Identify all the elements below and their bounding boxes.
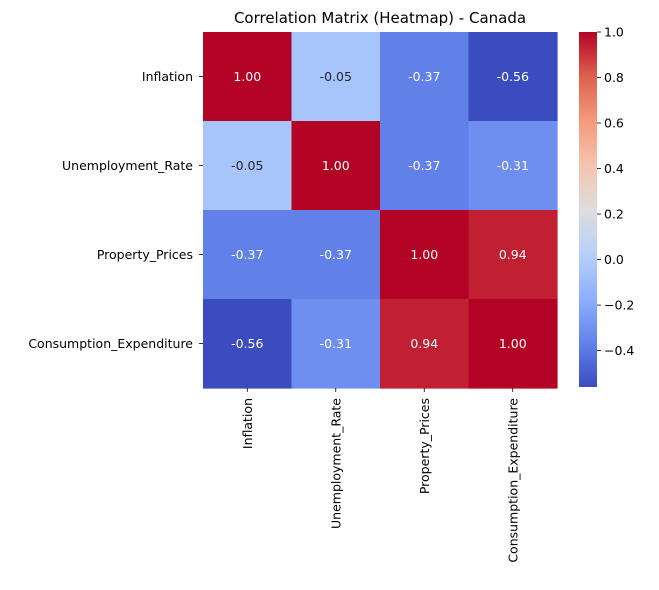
cell-value-label: -0.37 (408, 69, 440, 84)
x-tick-label: Consumption_Expenditure (505, 398, 520, 563)
colorbar-tick-label: 1.0 (604, 25, 624, 40)
cell-value-label: -0.05 (231, 158, 263, 173)
heatmap-cell (291, 32, 381, 122)
colorbar-tick-label: 0.6 (604, 116, 624, 131)
colorbar: −0.4 −0.2 0.0 0.2 0.4 0.6 0.8 1.0 (579, 25, 634, 387)
heatmap-cell (203, 121, 293, 211)
heatmap-cell (380, 32, 470, 122)
cell-value-label: -0.31 (497, 158, 529, 173)
colorbar-gradient (579, 32, 597, 387)
cell-value-label: -0.37 (408, 158, 440, 173)
colorbar-tick-label: 0.8 (604, 70, 624, 85)
y-tick-label: Property_Prices (97, 247, 193, 262)
cell-value-label: 1.00 (233, 69, 261, 84)
colorbar-tick-label: −0.2 (604, 298, 634, 313)
x-tick-label: Inflation (240, 398, 255, 449)
y-tick-label: Consumption_Expenditure (28, 336, 193, 351)
heatmap-cell (380, 210, 470, 300)
cell-value-label: 1.00 (499, 336, 527, 351)
chart-title: Correlation Matrix (Heatmap) - Canada (234, 9, 526, 27)
cell-value-label: 0.94 (499, 247, 527, 262)
heatmap-annotations: 1.00 -0.05 -0.37 -0.56 -0.05 1.00 -0.37 -0.31 -0… (231, 69, 529, 351)
cell-value-label: -0.37 (231, 247, 263, 262)
heatmap-cell (203, 299, 293, 389)
heatmap-cell (380, 121, 470, 211)
colorbar-tick-label: 0.4 (604, 161, 624, 176)
heatmap-cell (380, 299, 470, 389)
x-axis-tick-labels: Inflation Unemployment_Rate Property_Price… (240, 388, 520, 563)
y-tick-label: Inflation (142, 69, 193, 84)
colorbar-tick-label: −0.4 (604, 343, 634, 358)
x-tick-label: Unemployment_Rate (328, 398, 343, 529)
cell-value-label: -0.56 (231, 336, 263, 351)
heatmap-cell (291, 210, 381, 300)
heatmap-cell (203, 210, 293, 300)
heatmap-cell (468, 210, 558, 300)
y-tick-label: Unemployment_Rate (62, 158, 193, 173)
cell-value-label: 1.00 (410, 247, 438, 262)
cell-value-label: 1.00 (322, 158, 350, 173)
cell-value-label: 0.94 (410, 336, 438, 351)
cell-value-label: -0.37 (320, 247, 352, 262)
x-tick-label: Property_Prices (417, 398, 432, 494)
heatmap-cells (203, 32, 558, 389)
cell-value-label: -0.31 (320, 336, 352, 351)
colorbar-tick-label: 0.2 (604, 207, 624, 222)
heatmap-cell (291, 121, 381, 211)
heatmap-cell (468, 121, 558, 211)
heatmap-cell (203, 32, 293, 122)
heatmap-cell (291, 299, 381, 389)
colorbar-tick-label: 0.0 (604, 252, 624, 267)
cell-value-label: -0.05 (320, 69, 352, 84)
cell-value-label: -0.56 (497, 69, 529, 84)
heatmap-cell (468, 32, 558, 122)
heatmap-cell (468, 299, 558, 389)
y-axis-tick-labels: Inflation Unemployment_Rate Property_Price… (28, 69, 203, 351)
